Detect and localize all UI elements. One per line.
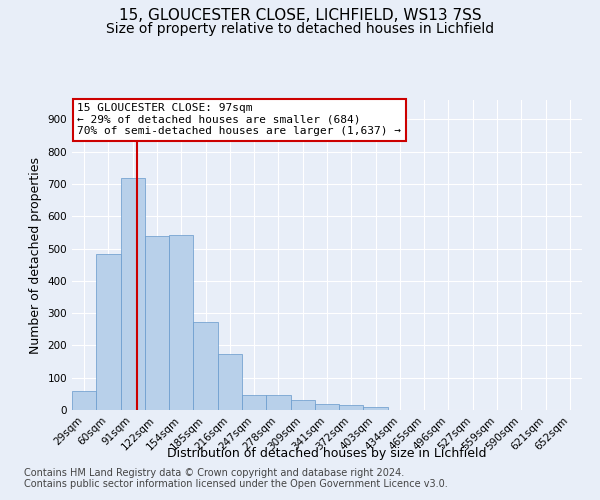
Bar [169,234,193,410]
Bar [121,178,145,410]
Bar [242,395,266,410]
Bar [290,400,315,410]
Bar [266,395,290,410]
Bar [218,354,242,410]
Bar [72,390,96,410]
Bar [364,408,388,410]
Bar [315,404,339,410]
Text: 15 GLOUCESTER CLOSE: 97sqm
← 29% of detached houses are smaller (684)
70% of sem: 15 GLOUCESTER CLOSE: 97sqm ← 29% of deta… [77,103,401,136]
Bar [96,254,121,410]
Bar [193,322,218,410]
Bar [145,236,169,410]
Y-axis label: Number of detached properties: Number of detached properties [29,156,42,354]
Bar [339,405,364,410]
Text: Contains HM Land Registry data © Crown copyright and database right 2024.: Contains HM Land Registry data © Crown c… [24,468,404,477]
Text: Size of property relative to detached houses in Lichfield: Size of property relative to detached ho… [106,22,494,36]
Text: Distribution of detached houses by size in Lichfield: Distribution of detached houses by size … [167,448,487,460]
Text: 15, GLOUCESTER CLOSE, LICHFIELD, WS13 7SS: 15, GLOUCESTER CLOSE, LICHFIELD, WS13 7S… [119,8,481,22]
Text: Contains public sector information licensed under the Open Government Licence v3: Contains public sector information licen… [24,479,448,489]
